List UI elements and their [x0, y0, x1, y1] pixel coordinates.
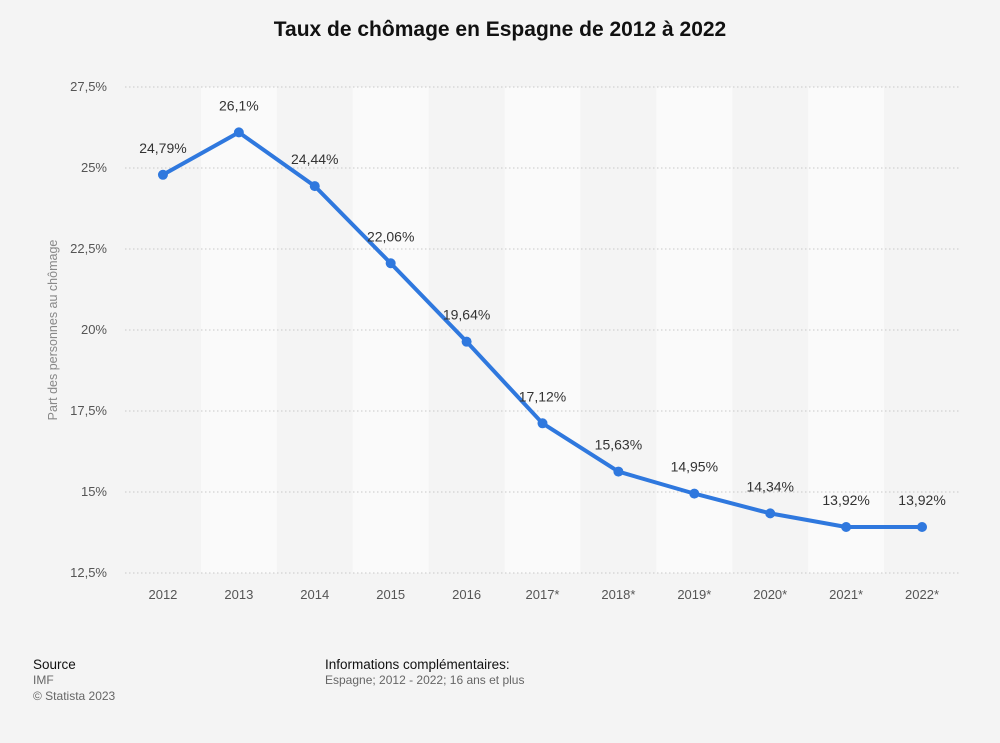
data-point[interactable] — [385, 258, 396, 269]
x-tick-label: 2016 — [452, 587, 481, 602]
data-point[interactable] — [461, 336, 472, 347]
data-label: 22,06% — [367, 228, 414, 244]
source-name: IMF — [33, 673, 54, 687]
x-tick-label: 2015 — [376, 587, 405, 602]
y-axis-label: Part des personnes au chômage — [46, 240, 60, 421]
data-label: 14,34% — [746, 478, 793, 494]
x-tick-label: 2012 — [148, 587, 177, 602]
x-tick-label: 2014 — [300, 587, 329, 602]
data-labels: 24,79% 26,1% 24,44% 22,06% 19,64% 17,12% 15,63… — [139, 97, 946, 508]
x-tick-label: 2022* — [905, 587, 939, 602]
y-tick-label: 25% — [81, 160, 107, 175]
x-tick-label: 2013 — [224, 587, 253, 602]
y-tick-label: 15% — [81, 484, 107, 499]
y-tick-label: 22,5% — [70, 241, 107, 256]
data-label: 24,44% — [291, 151, 338, 167]
data-point[interactable] — [689, 488, 700, 499]
data-point[interactable] — [157, 169, 168, 180]
data-point[interactable] — [537, 418, 548, 429]
info-heading: Informations complémentaires: — [325, 657, 510, 672]
data-label: 26,1% — [219, 97, 259, 113]
y-tick-label: 12,5% — [70, 565, 107, 580]
x-tick-label: 2019* — [677, 587, 711, 602]
source-block: Source IMF © Statista 2023 — [33, 657, 115, 704]
info-block: Informations complémentaires: Espagne; 2… — [325, 657, 524, 688]
data-label: 13,92% — [822, 492, 869, 508]
series — [157, 127, 928, 532]
chart-title: Taux de chômage en Espagne de 2012 à 202… — [273, 18, 727, 41]
y-tick-label: 27,5% — [70, 79, 107, 94]
x-tick-label: 2020* — [753, 587, 787, 602]
x-axis-ticks: 2012 2013 2014 2015 2016 2017* 2018* 2019* 2020*… — [148, 587, 939, 602]
data-point[interactable] — [233, 127, 244, 138]
info-text: Espagne; 2012 - 2022; 16 ans et plus — [325, 673, 525, 687]
data-point[interactable] — [309, 181, 320, 192]
source-heading: Source — [33, 657, 76, 672]
y-axis-ticks: 12,5% 15% 17,5% 20% 22,5% 25% 27,5% — [70, 79, 107, 580]
data-label: 13,92% — [898, 492, 945, 508]
data-point[interactable] — [841, 521, 852, 532]
data-label: 24,79% — [139, 140, 186, 156]
x-tick-label: 2018* — [601, 587, 635, 602]
x-tick-label: 2021* — [829, 587, 863, 602]
data-label: 19,64% — [443, 307, 490, 323]
grid-lines — [125, 86, 960, 574]
data-point[interactable] — [765, 508, 776, 519]
x-tick-label: 2017* — [526, 587, 560, 602]
y-tick-label: 20% — [81, 322, 107, 337]
data-label: 15,63% — [595, 437, 642, 453]
y-tick-label: 17,5% — [70, 403, 107, 418]
data-label: 14,95% — [671, 459, 718, 475]
data-point[interactable] — [917, 521, 928, 532]
data-label: 17,12% — [519, 388, 566, 404]
copyright: © Statista 2023 — [33, 689, 116, 703]
data-point[interactable] — [613, 466, 624, 477]
